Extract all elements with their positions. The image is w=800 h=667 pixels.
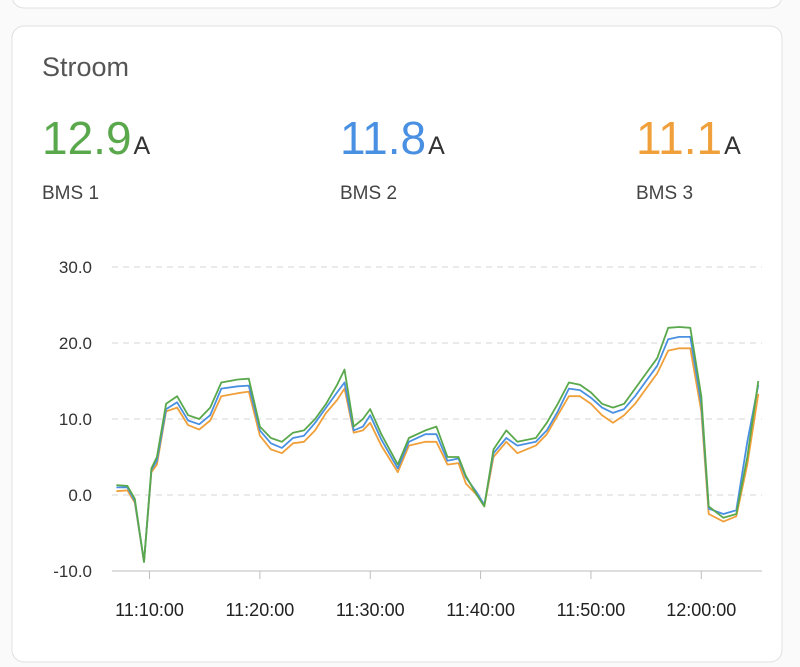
series-line	[116, 326, 760, 563]
x-tick-label: 11:50:00	[557, 600, 626, 620]
entity-name: BMS 3	[636, 183, 693, 204]
entity-state-line: 11.8A	[340, 112, 445, 164]
entity-state-line: 12.9A	[42, 112, 151, 164]
series-line	[116, 336, 760, 563]
entity-state: 11.1	[636, 112, 722, 164]
entity-unit: A	[724, 132, 741, 160]
series-line	[116, 347, 760, 563]
y-tick-label: 0.0	[68, 486, 92, 505]
previous-card	[12, 0, 782, 9]
entity-unit: A	[428, 132, 445, 160]
card	[11, 25, 783, 663]
entity-name: BMS 1	[42, 183, 99, 204]
y-tick-label: 10.0	[59, 410, 92, 429]
x-tick-label: 11:30:00	[336, 600, 405, 620]
entity-state-line: 11.1A	[636, 112, 741, 164]
y-tick-label: 20.0	[59, 334, 92, 353]
x-tick-label: 11:40:00	[446, 600, 515, 620]
entity-state: 11.8	[340, 112, 426, 164]
x-tick-label: 11:10:00	[115, 600, 184, 620]
y-tick-label: 30.0	[59, 258, 92, 277]
x-tick-label: 11:20:00	[226, 600, 295, 620]
entity-name: BMS 2	[340, 183, 397, 204]
x-tick-label: 12:00:00	[666, 600, 736, 620]
plot: -10.0 0.0 10.0 20.0 30.0 11:10:00 11:20:00 11:3…	[53, 258, 762, 620]
y-tick-label: -10.0	[53, 562, 92, 581]
card-title: Stroom	[42, 52, 129, 82]
entity-unit: A	[134, 132, 151, 160]
entity-state: 12.9	[42, 112, 132, 164]
